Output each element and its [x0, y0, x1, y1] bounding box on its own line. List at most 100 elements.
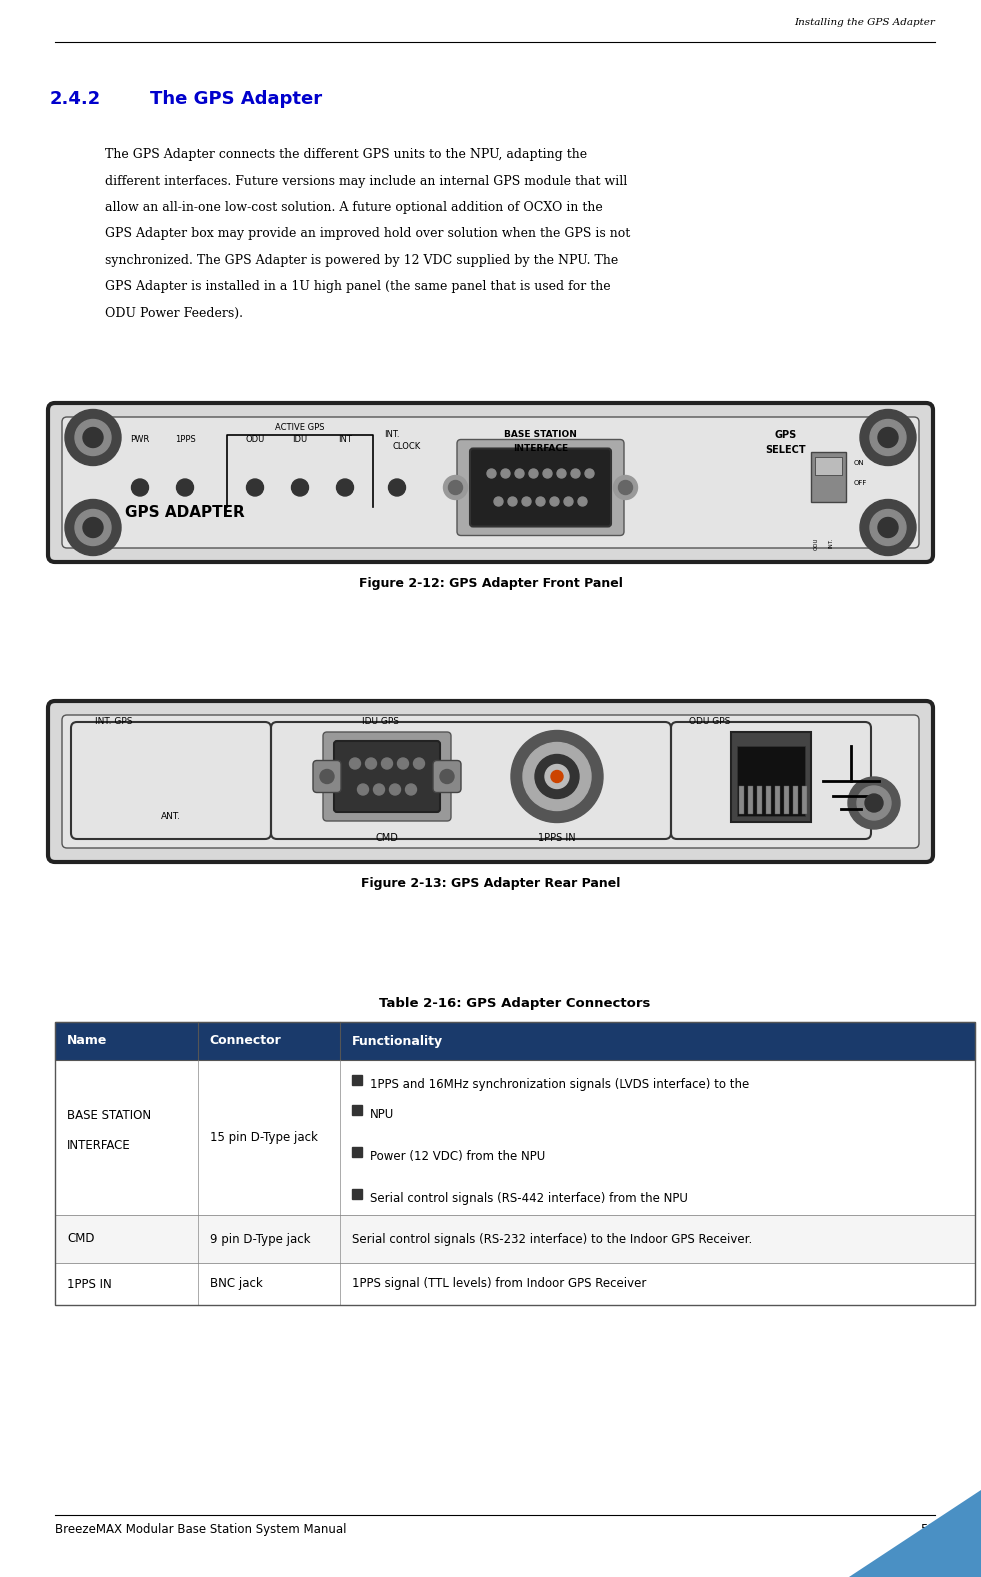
Text: INT: INT	[338, 435, 352, 445]
Text: Serial control signals (RS-442 interface) from the NPU: Serial control signals (RS-442 interface…	[370, 1192, 688, 1205]
Text: GPS Adapter box may provide an improved hold over solution when the GPS is not: GPS Adapter box may provide an improved …	[105, 227, 630, 241]
Text: Installing the GPS Adapter: Installing the GPS Adapter	[795, 17, 935, 27]
Circle shape	[870, 419, 906, 456]
Text: 1PPS IN: 1PPS IN	[67, 1277, 112, 1290]
Circle shape	[357, 784, 369, 795]
Text: INT.: INT.	[829, 538, 834, 547]
Text: CLOCK: CLOCK	[392, 442, 421, 451]
Text: different interfaces. Future versions may include an internal GPS module that wi: different interfaces. Future versions ma…	[105, 175, 627, 188]
Circle shape	[878, 517, 898, 538]
FancyBboxPatch shape	[62, 416, 919, 547]
Text: ON: ON	[854, 460, 864, 467]
Text: OFF: OFF	[854, 481, 867, 486]
FancyBboxPatch shape	[323, 732, 451, 822]
Circle shape	[75, 419, 111, 456]
Text: Connector: Connector	[210, 1035, 282, 1047]
Text: BASE STATION: BASE STATION	[67, 1109, 151, 1121]
FancyBboxPatch shape	[48, 404, 933, 561]
Text: 15 pin D-Type jack: 15 pin D-Type jack	[210, 1131, 318, 1143]
Text: INTERFACE: INTERFACE	[67, 1139, 130, 1153]
Text: Figure 2-13: GPS Adapter Rear Panel: Figure 2-13: GPS Adapter Rear Panel	[361, 877, 620, 889]
Circle shape	[865, 793, 883, 812]
FancyBboxPatch shape	[470, 448, 611, 527]
Circle shape	[529, 468, 538, 478]
Bar	[731, 732, 811, 822]
Bar	[815, 457, 842, 475]
Circle shape	[557, 468, 566, 478]
Text: The GPS Adapter connects the different GPS units to the NPU, adapting the: The GPS Adapter connects the different G…	[105, 148, 587, 161]
Bar	[784, 785, 789, 814]
Bar	[757, 785, 762, 814]
Circle shape	[522, 497, 531, 506]
Bar	[55, 1022, 975, 1306]
Bar	[55, 1022, 975, 1060]
FancyBboxPatch shape	[48, 702, 933, 863]
Circle shape	[448, 481, 462, 495]
Text: The GPS Adapter: The GPS Adapter	[150, 90, 322, 107]
Circle shape	[366, 759, 377, 770]
Circle shape	[515, 468, 524, 478]
Circle shape	[440, 770, 454, 784]
Text: INTERFACE: INTERFACE	[513, 445, 568, 453]
Circle shape	[870, 509, 906, 546]
Circle shape	[543, 468, 552, 478]
Text: CMD: CMD	[376, 833, 398, 844]
Circle shape	[291, 479, 308, 497]
Text: 1PPS: 1PPS	[175, 435, 195, 445]
Text: INT. GPS: INT. GPS	[95, 718, 132, 725]
Bar	[802, 785, 807, 814]
Circle shape	[857, 785, 891, 820]
Circle shape	[613, 476, 638, 500]
Circle shape	[494, 497, 503, 506]
Circle shape	[443, 476, 468, 500]
Circle shape	[511, 730, 603, 823]
Text: ANT.: ANT.	[161, 812, 181, 822]
Bar	[775, 785, 780, 814]
Circle shape	[508, 497, 517, 506]
FancyBboxPatch shape	[457, 440, 624, 536]
Bar	[55, 1263, 975, 1306]
Circle shape	[585, 468, 594, 478]
Circle shape	[551, 771, 563, 782]
Text: Functionality: Functionality	[352, 1035, 443, 1047]
Text: ODU: ODU	[245, 435, 265, 445]
Bar	[739, 785, 744, 814]
Circle shape	[550, 497, 559, 506]
Text: ODU Power Feeders).: ODU Power Feeders).	[105, 308, 243, 320]
FancyBboxPatch shape	[62, 714, 919, 848]
Text: Table 2-16: GPS Adapter Connectors: Table 2-16: GPS Adapter Connectors	[380, 997, 650, 1009]
Text: Name: Name	[67, 1035, 107, 1047]
Circle shape	[414, 759, 425, 770]
Text: SELECT: SELECT	[766, 445, 806, 456]
Text: ODU GPS: ODU GPS	[689, 718, 731, 725]
Bar	[352, 1189, 362, 1199]
Text: IDU: IDU	[292, 435, 308, 445]
Circle shape	[536, 497, 545, 506]
Polygon shape	[849, 1490, 981, 1577]
Circle shape	[487, 468, 496, 478]
Circle shape	[848, 777, 900, 830]
Text: CMD: CMD	[67, 1233, 94, 1246]
Circle shape	[535, 754, 579, 798]
Text: IDU GPS: IDU GPS	[362, 718, 399, 725]
Text: BNC jack: BNC jack	[210, 1277, 262, 1290]
Bar	[352, 1146, 362, 1158]
Bar	[811, 453, 846, 503]
Bar	[352, 1105, 362, 1115]
Circle shape	[349, 759, 360, 770]
Circle shape	[578, 497, 587, 506]
Circle shape	[389, 784, 400, 795]
Circle shape	[177, 479, 193, 497]
Circle shape	[860, 410, 916, 465]
Circle shape	[382, 759, 392, 770]
Text: INT.: INT.	[385, 431, 399, 438]
Bar	[352, 1076, 362, 1085]
FancyBboxPatch shape	[334, 741, 440, 812]
Bar	[737, 746, 805, 815]
Text: allow an all-in-one low-cost solution. A future optional addition of OCXO in the: allow an all-in-one low-cost solution. A…	[105, 200, 602, 214]
Text: BreezeMAX Modular Base Station System Manual: BreezeMAX Modular Base Station System Ma…	[55, 1523, 346, 1536]
Text: BASE STATION: BASE STATION	[504, 431, 577, 438]
Text: Power (12 VDC) from the NPU: Power (12 VDC) from the NPU	[370, 1150, 545, 1162]
Circle shape	[523, 743, 591, 811]
Circle shape	[545, 765, 569, 788]
